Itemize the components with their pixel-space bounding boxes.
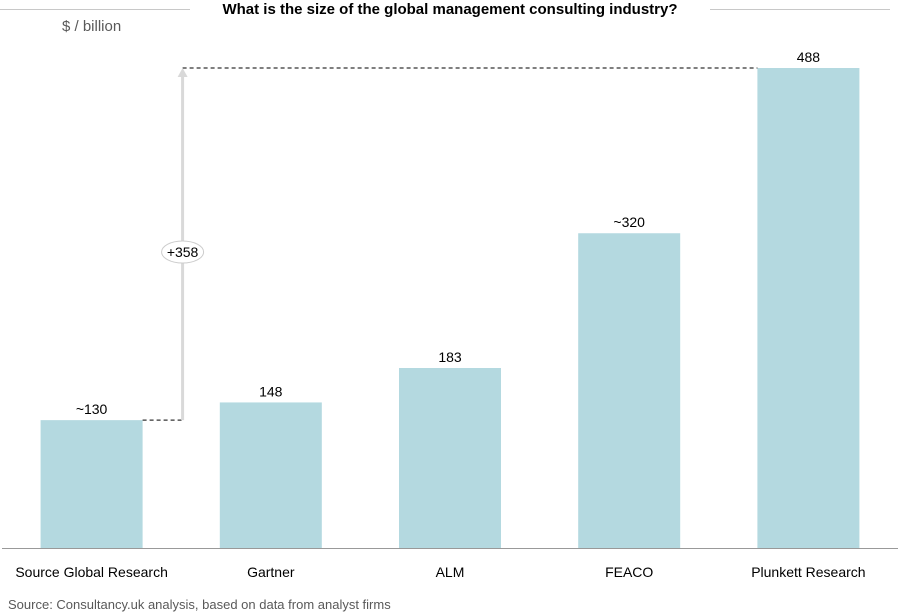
difference-label: +358 xyxy=(167,244,199,260)
chart-title-container: What is the size of the global managemen… xyxy=(0,0,900,20)
data-label-2: 183 xyxy=(438,349,462,365)
category-label-1: Gartner xyxy=(247,564,295,580)
category-label-2: ALM xyxy=(436,564,465,580)
bar-0 xyxy=(40,420,143,548)
data-label-3: ~320 xyxy=(613,214,645,230)
category-label-4: Plunkett Research xyxy=(751,564,865,580)
unit-label: $ / billion xyxy=(62,18,122,35)
difference-badge xyxy=(161,240,205,264)
source-note: Source: Consultancy.uk analysis, based o… xyxy=(8,597,391,612)
category-label-3: FEACO xyxy=(605,564,653,580)
category-label-0: Source Global Research xyxy=(15,564,168,580)
data-label-1: 148 xyxy=(259,383,283,399)
bar-4 xyxy=(757,68,860,548)
chart-title: What is the size of the global managemen… xyxy=(208,1,692,18)
title-bar: What is the size of the global managemen… xyxy=(0,0,900,20)
bar-2 xyxy=(399,368,501,548)
title-rule-right xyxy=(710,9,890,10)
difference-arrow-head xyxy=(177,68,188,77)
data-label-0: ~130 xyxy=(76,401,108,417)
title-rule-left xyxy=(0,9,190,10)
bar-1 xyxy=(219,402,322,548)
bar-3 xyxy=(578,233,681,548)
bar-chart: ~130 Source Global Research 148 Gartner 183 A… xyxy=(2,49,898,580)
data-label-4: 488 xyxy=(797,49,821,65)
